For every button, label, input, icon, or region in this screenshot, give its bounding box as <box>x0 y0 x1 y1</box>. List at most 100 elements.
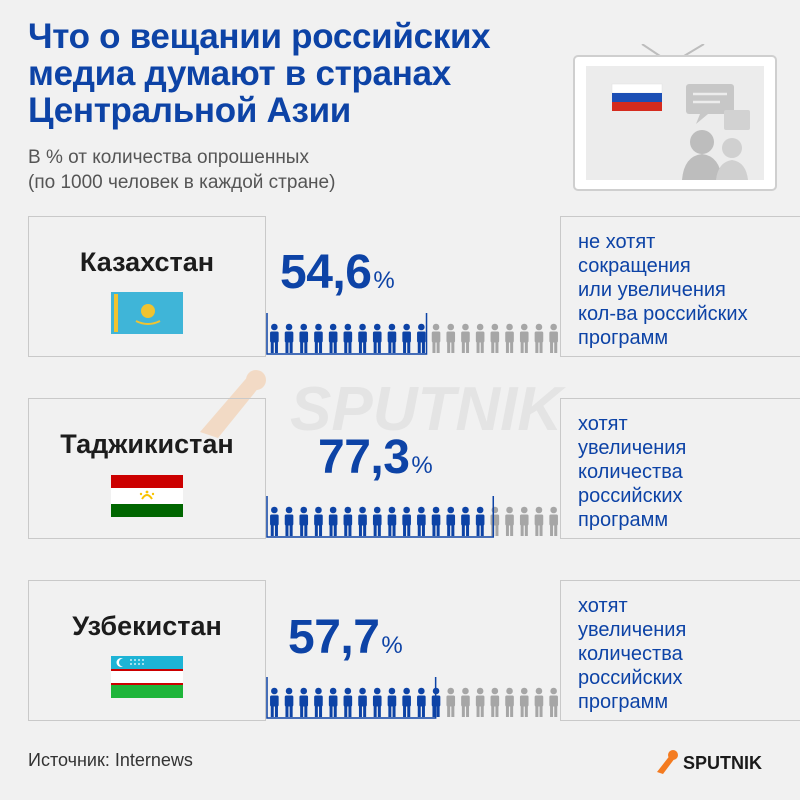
source-note: Источник: Internews <box>28 750 193 770</box>
person-icon-empty <box>475 687 485 717</box>
person-icon-filled <box>372 687 382 717</box>
person-icon-filled <box>284 323 294 353</box>
person-icon-filled <box>417 323 426 353</box>
value-bracket <box>266 313 428 355</box>
person-icon-empty <box>446 323 456 353</box>
person-icon-filled <box>270 687 279 717</box>
person-icon-empty <box>505 506 514 536</box>
uzbekistan-flag-icon <box>111 656 183 698</box>
percent-value: 77,3% <box>318 431 433 484</box>
person-icon-filled <box>387 687 397 717</box>
person-icon-filled <box>328 323 338 353</box>
person-icon-filled <box>343 687 353 717</box>
person-icon-filled <box>299 323 309 353</box>
person-icon-filled <box>372 506 382 536</box>
description-line: сокращения <box>578 255 691 277</box>
description-card: не хотят сокращения или увеличения кол-в… <box>560 216 800 357</box>
person-icon-filled <box>343 323 353 353</box>
people-bar-uzbekistan <box>266 677 558 719</box>
person-icon-empty <box>446 687 456 717</box>
country-name: Таджикистан <box>60 429 234 459</box>
country-name: Узбекистан <box>72 611 222 641</box>
country-name: Казахстан <box>79 247 215 277</box>
percent-value: 57,7% <box>288 611 403 664</box>
country-card-uzbekistan: Узбекистан <box>28 580 266 721</box>
tajikistan-flag-icon <box>111 475 183 517</box>
person-icon-filled <box>402 506 411 536</box>
person-icon-empty <box>505 687 514 717</box>
person-icon-filled <box>402 323 411 353</box>
description-line: программ <box>578 691 669 713</box>
person-icon-filled <box>461 506 470 536</box>
person-icon-empty <box>475 323 485 353</box>
person-icon-filled <box>328 687 338 717</box>
russia-flag-icon <box>611 83 663 111</box>
person-icon-empty <box>549 506 558 536</box>
person-icon-empty <box>549 687 558 717</box>
person-icon-filled <box>358 506 367 536</box>
country-card-tajikistan: Таджикистан <box>28 398 266 539</box>
people-bar-kazakhstan <box>266 313 558 355</box>
subtitle-line: В % от количества опрошенных <box>28 147 309 168</box>
person-icon-filled <box>387 506 397 536</box>
description-line: или увеличения <box>578 279 726 301</box>
person-icon-filled <box>284 687 294 717</box>
person-icon-filled <box>372 323 382 353</box>
person-icon-filled <box>314 323 323 353</box>
description-line: кол-ва российских <box>578 303 748 325</box>
person-icon-empty <box>490 506 500 536</box>
person-icon-empty <box>490 687 500 717</box>
percent-value: 54,6% <box>280 246 395 299</box>
value-bracket <box>266 496 495 538</box>
person-icon-filled <box>475 506 485 536</box>
person-icon-filled <box>299 687 309 717</box>
person-icon-filled <box>417 506 426 536</box>
person-icon-filled <box>387 323 397 353</box>
people-bar-tajikistan <box>266 496 558 538</box>
person-icon-empty <box>534 323 544 353</box>
person-icon-empty <box>461 687 470 717</box>
person-icon-filled <box>358 323 367 353</box>
person-icon-empty <box>534 506 544 536</box>
description-line: российских <box>578 485 683 507</box>
person-icon-empty <box>519 323 529 353</box>
person-icon-filled <box>284 506 294 536</box>
person-icon-empty <box>519 687 529 717</box>
person-icon-empty <box>549 323 558 353</box>
description-line: программ <box>578 327 669 349</box>
description-line: количества <box>578 643 683 665</box>
sputnik-watermark: SPUTNIK <box>200 370 566 444</box>
description-line: хотят <box>578 413 628 435</box>
title-line: медиа думают в странах <box>28 54 451 93</box>
title-line: Центральной Азии <box>28 91 352 130</box>
person-icon-filled <box>270 506 279 536</box>
person-icon-filled <box>446 506 456 536</box>
person-icon-empty <box>490 323 500 353</box>
description-line: увеличения <box>578 619 687 641</box>
country-card-kazakhstan: Казахстан <box>28 216 266 357</box>
person-icon-filled <box>358 687 367 717</box>
subtitle-line: (по 1000 человек в каждой стране) <box>28 172 336 193</box>
description-line: российских <box>578 667 683 689</box>
description-card: хотят увеличения количества российских п… <box>560 398 800 539</box>
person-icon-empty <box>519 506 529 536</box>
person-icon-filled <box>314 506 323 536</box>
description-card: хотят увеличения количества российских п… <box>560 580 800 721</box>
description-line: программ <box>578 509 669 531</box>
person-icon-filled <box>431 506 441 536</box>
tv-icon <box>573 44 777 191</box>
subtitle: В % от количества опрошенных (по 1000 че… <box>28 145 468 195</box>
person-icon-empty <box>461 323 470 353</box>
value-bracket <box>266 677 437 719</box>
description-line: хотят <box>578 595 628 617</box>
person-icon-filled <box>343 506 353 536</box>
description-line: количества <box>578 461 683 483</box>
sputnik-logo: SPUTNIK <box>657 750 762 774</box>
person-icon-empty <box>431 323 441 353</box>
person-icon-filled <box>417 687 426 717</box>
title-line: Что о вещании российских <box>28 17 491 56</box>
person-icon-filled <box>314 687 323 717</box>
kazakhstan-flag-icon <box>111 292 183 334</box>
description-line: увеличения <box>578 437 687 459</box>
person-icon-empty <box>534 687 544 717</box>
